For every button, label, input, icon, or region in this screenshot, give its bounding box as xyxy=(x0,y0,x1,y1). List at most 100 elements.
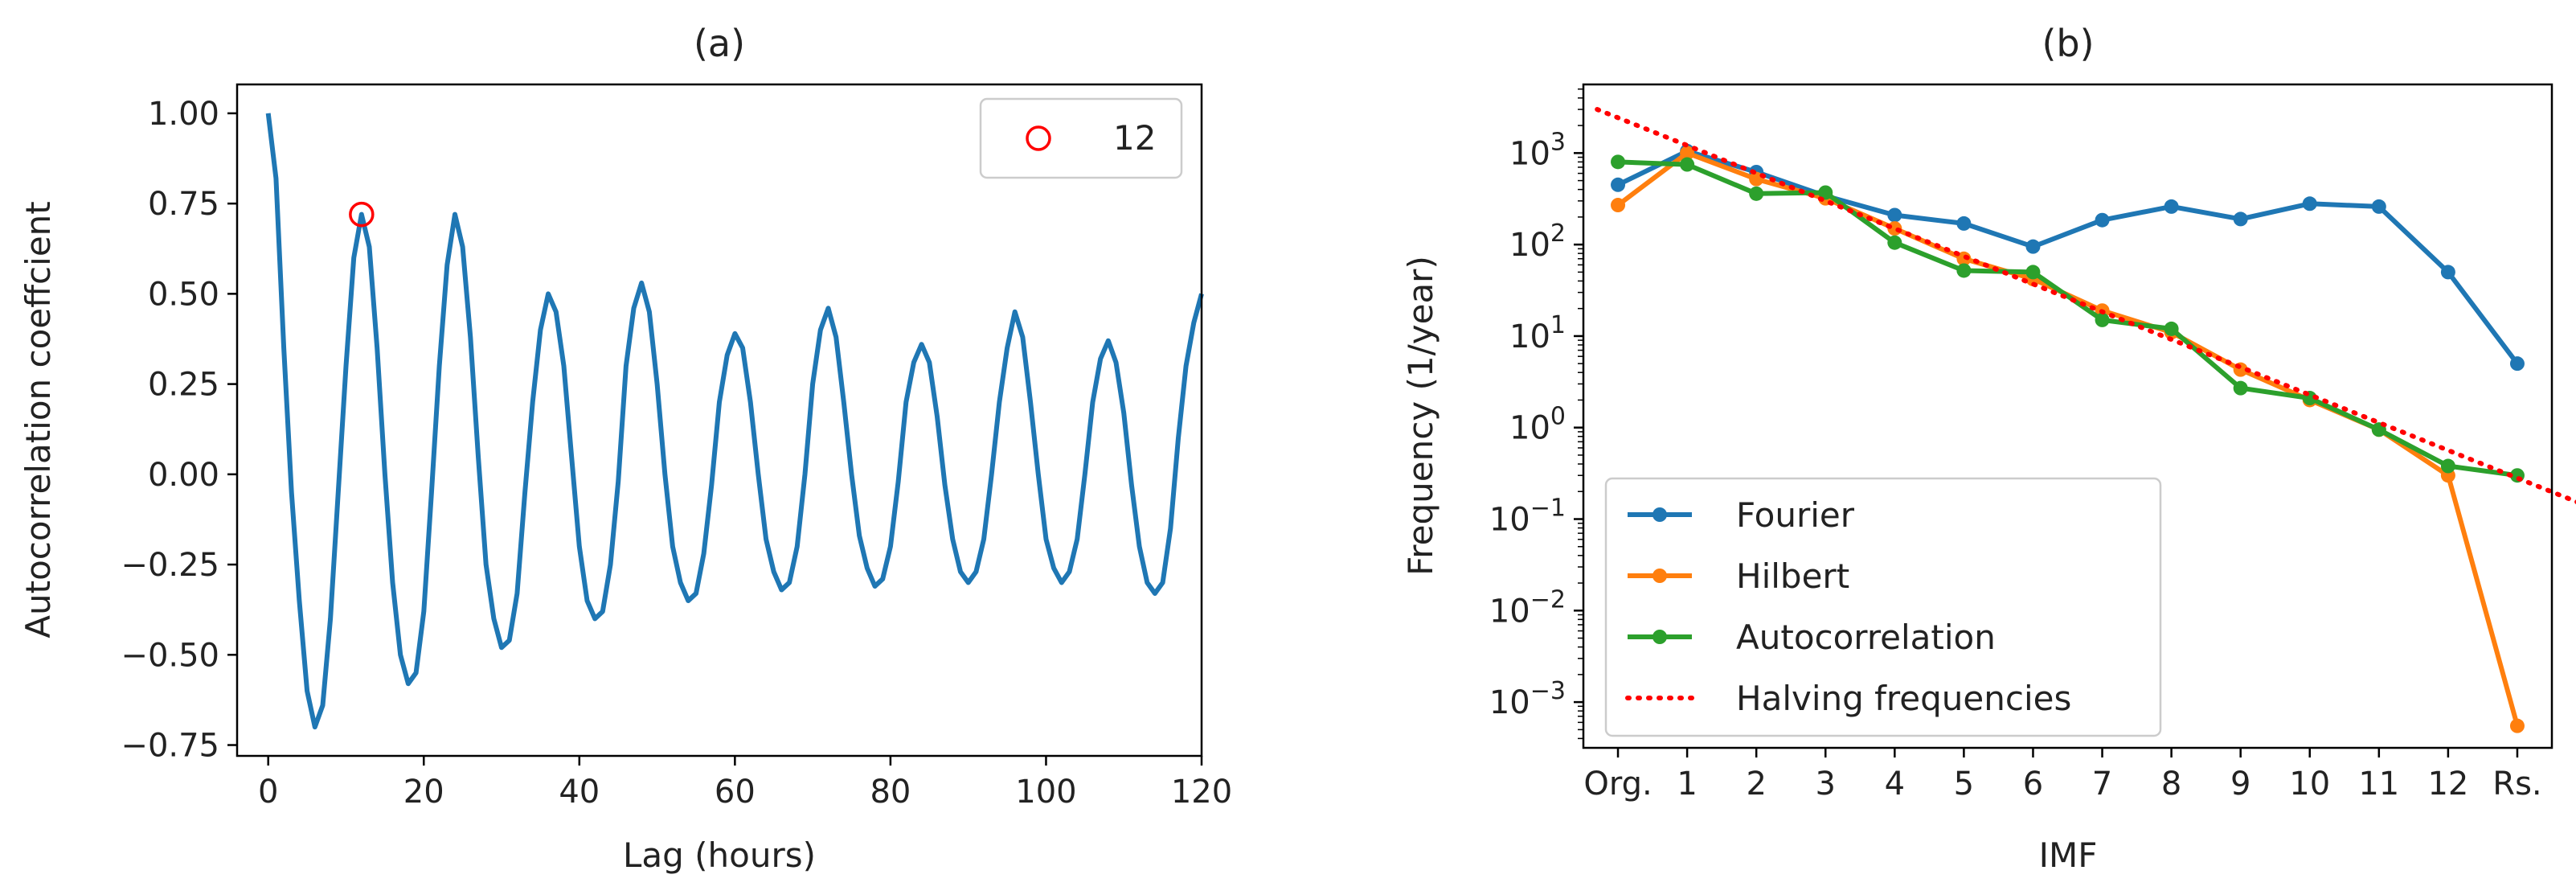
chart-a: (a) 1.000.750.500.250.00−0.25−0.50−0.75 … xyxy=(18,22,1232,875)
chart-b-fourier-point xyxy=(2371,199,2386,214)
chart-b-fourier-point xyxy=(1887,207,1902,223)
chart-b-fourier-line xyxy=(1616,148,2520,366)
chart-b-ytick-base: 10 xyxy=(1509,135,1550,172)
chart-a-ytick-label: −0.75 xyxy=(121,728,219,765)
chart-b-xtick-label: 8 xyxy=(2161,766,2181,803)
chart-b-legend-marker xyxy=(1652,569,1667,583)
chart-b-xtick-label: 10 xyxy=(2289,766,2330,803)
chart-b-xtick-label: 4 xyxy=(1885,766,1905,803)
chart-b-legend-label: Autocorrelation xyxy=(1736,618,1996,657)
chart-b-ytick-base: 10 xyxy=(1489,684,1530,721)
chart-b-xtick-label: 5 xyxy=(1954,766,1974,803)
chart-a-ytick-label: −0.25 xyxy=(121,547,219,584)
chart-b-legend-box xyxy=(1604,477,2162,737)
chart-b-xtick-label: 9 xyxy=(2230,766,2250,803)
chart-b-fourier-point xyxy=(2025,239,2041,254)
chart-a-ytick-label: 0.75 xyxy=(148,186,219,223)
chart-a-xtick-label: 60 xyxy=(715,774,756,811)
chart-a-xtick-label: 120 xyxy=(1171,774,1232,811)
chart-a-x-ticks: 0 20 40 60 80 100 120 xyxy=(258,756,1232,811)
chart-b-ylabel: Frequency (1/year) xyxy=(1401,256,1440,576)
chart-a-peak-marker xyxy=(349,201,375,228)
chart-b-xtick-label: 3 xyxy=(1816,766,1836,803)
chart-b-hilbert-point xyxy=(1956,251,1972,266)
chart-b-frame xyxy=(1582,83,2553,749)
chart-b-xtick-label: 6 xyxy=(2023,766,2043,803)
chart-b-ytick-exponent: 0 xyxy=(1550,403,1566,431)
chart-a-xtick-label: 100 xyxy=(1015,774,1076,811)
chart-a-ytick-label: 0.00 xyxy=(148,457,219,494)
chart-b-autocorrelation-point xyxy=(1611,154,1626,170)
chart-b-autocorrelation-point xyxy=(2233,380,2248,396)
chart-b-fourier-point xyxy=(2509,356,2525,372)
chart-b-autocorrelation-point xyxy=(1680,157,1695,172)
chart-b-xlabel: IMF xyxy=(2039,835,2098,875)
chart-b-ytick-base: 10 xyxy=(1509,410,1550,447)
chart-b-title: (b) xyxy=(2042,22,2094,65)
chart-a-legend-label: 12 xyxy=(1113,118,1156,158)
chart-b-autocorrelation-point xyxy=(2095,312,2110,327)
chart-b-fourier-point xyxy=(2440,265,2455,280)
chart-b-ytick-exponent: −2 xyxy=(1530,585,1566,614)
chart-b-xtick-label: 2 xyxy=(1746,766,1766,803)
chart-a-xtick-label: 40 xyxy=(559,774,600,811)
chart-b-xtick-label: 1 xyxy=(1677,766,1697,803)
chart-a-acf-line xyxy=(265,113,1204,730)
chart-b-ytick-label: 101 xyxy=(1509,311,1566,355)
chart-b-legend-label: Fourier xyxy=(1736,495,1855,535)
chart-b-ytick-base: 10 xyxy=(1509,318,1550,355)
chart-b-autocorrelation-point xyxy=(1956,263,1972,278)
chart-a-xtick-label: 0 xyxy=(258,774,278,811)
chart-b-autocorrelation-point xyxy=(2164,321,2179,336)
chart-b-ytick-label: 10−3 xyxy=(1489,677,1566,721)
chart-b-ytick-label: 10−1 xyxy=(1489,495,1566,539)
chart-b-ytick-exponent: 2 xyxy=(1550,220,1566,248)
chart-b-xtick-label: Rs. xyxy=(2492,766,2541,803)
chart-a-ytick-label: −0.50 xyxy=(121,637,219,674)
chart-b-fourier-point xyxy=(1956,216,1972,231)
chart-b-autocorrelation-point xyxy=(1818,185,1833,200)
chart-a-legend-marker xyxy=(1026,125,1051,151)
chart-a-frame xyxy=(235,83,1203,757)
chart-b-hilbert-point xyxy=(1611,198,1626,213)
chart-b-fourier-point xyxy=(2302,196,2317,211)
chart-b-xtick-label: 7 xyxy=(2092,766,2112,803)
chart-b-ytick-base: 10 xyxy=(1489,593,1530,630)
chart-b-legend-marker xyxy=(1652,630,1667,644)
chart-b-legend-label: Hilbert xyxy=(1736,556,1849,596)
chart-a-title: (a) xyxy=(694,22,745,65)
chart-b-ytick-exponent: −3 xyxy=(1530,677,1566,705)
chart-b-ytick-exponent: −1 xyxy=(1530,495,1566,523)
chart-b-halving-frequencies-line xyxy=(1595,107,2576,504)
chart-b-ytick-label: 102 xyxy=(1509,220,1566,264)
chart-b-xtick-label: Org. xyxy=(1583,766,1652,803)
chart-a-ylabel: Autocorrelation coeffcient xyxy=(18,201,58,638)
chart-a-legend: 12 xyxy=(979,97,1183,179)
chart-b-x-ticks: Org. 1 2 3 4 5 6 7 8 9 10 11 12 Rs. xyxy=(1583,748,2542,803)
chart-b-ytick-exponent: 1 xyxy=(1550,311,1566,339)
chart-b-autocorrelation-point xyxy=(1887,235,1902,250)
chart-b-autocorrelation-line xyxy=(1617,159,2518,478)
chart-b-fourier-point xyxy=(2095,212,2110,228)
chart-b-legend-label: Halving frequencies xyxy=(1736,679,2071,718)
chart-b-fourier-point xyxy=(2233,211,2248,227)
chart-b-legend-marker xyxy=(1652,507,1667,522)
chart-b-ytick-base: 10 xyxy=(1509,227,1550,264)
chart-a-legend-box xyxy=(979,97,1183,179)
chart-a-xtick-label: 20 xyxy=(403,774,444,811)
chart-b-ytick-exponent: 3 xyxy=(1550,128,1566,156)
chart-b-autocorrelation-point xyxy=(1749,186,1764,201)
chart-b-ytick-base: 10 xyxy=(1489,502,1530,539)
chart-b-hilbert-point xyxy=(2509,718,2525,733)
chart-a-xtick-label: 80 xyxy=(870,774,911,811)
chart-a-y-ticks: 1.00 0.75 0.50 0.25 0.00 −0.25 −0.50 −0.75 xyxy=(121,96,237,765)
chart-a-ytick-label: 1.00 xyxy=(148,96,219,133)
chart-a-ytick-label: 0.25 xyxy=(148,367,219,404)
chart-b-autocorrelation-point xyxy=(2440,458,2455,474)
chart-b-series xyxy=(1595,107,2576,733)
chart-b-hilbert-point xyxy=(1680,146,1695,161)
chart-b-ytick-label: 100 xyxy=(1509,403,1566,447)
